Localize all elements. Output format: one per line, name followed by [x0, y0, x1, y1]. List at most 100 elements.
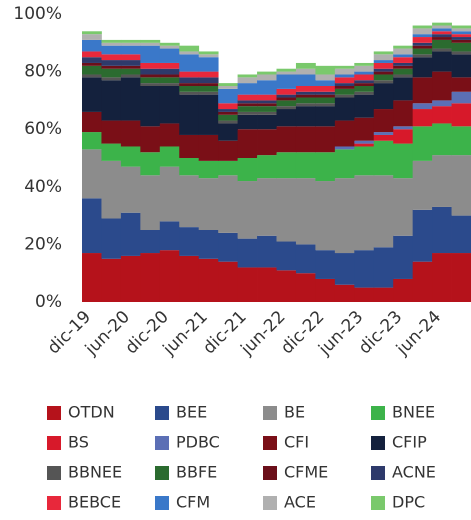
area-segment — [179, 158, 200, 176]
area-segment — [237, 267, 258, 302]
area-segment — [451, 77, 471, 92]
area-segment — [257, 178, 277, 236]
area-segment — [218, 120, 238, 124]
area-segment — [432, 100, 452, 107]
area-segment — [101, 160, 122, 219]
area-segment — [354, 74, 375, 81]
area-segment — [82, 77, 102, 112]
area-segment — [257, 74, 277, 81]
area-segment — [451, 103, 471, 127]
area-segment — [198, 77, 219, 84]
y-tick-label: 40% — [24, 177, 62, 197]
area-segment — [373, 71, 394, 75]
area-segment — [140, 68, 161, 75]
area-segment — [237, 94, 258, 101]
area-segment — [276, 100, 297, 107]
area-segment — [140, 83, 161, 86]
area-segment — [237, 129, 258, 158]
area-segment — [334, 83, 355, 86]
legend-label: BNEE — [392, 403, 435, 422]
area-segment — [101, 45, 122, 55]
area-segment — [412, 103, 433, 110]
legend-label: ACNE — [392, 463, 436, 482]
area-segment — [412, 57, 433, 78]
area-segment — [373, 68, 394, 72]
legend-label: BEE — [176, 403, 207, 422]
area-segment — [334, 86, 355, 89]
area-segment — [257, 114, 277, 130]
legend-label: BBFE — [176, 463, 217, 482]
legend-swatch — [47, 436, 61, 450]
area-segment — [120, 60, 141, 66]
area-segment — [393, 278, 414, 302]
area-segment — [140, 77, 161, 84]
area-segment — [198, 258, 219, 302]
area-segment — [276, 68, 297, 72]
area-segment — [237, 83, 258, 95]
area-segment — [198, 51, 219, 55]
area-segment — [451, 34, 471, 38]
area-segment — [334, 94, 355, 98]
area-segment — [432, 253, 452, 302]
area-segment — [412, 37, 433, 43]
area-segment — [82, 62, 102, 66]
area-segment — [198, 178, 219, 230]
area-segment — [198, 57, 219, 72]
area-segment — [237, 106, 258, 112]
area-segment — [218, 123, 238, 141]
area-segment — [451, 253, 471, 302]
area-segment — [432, 37, 452, 40]
area-segment — [354, 83, 375, 86]
area-segment — [159, 86, 180, 124]
area-segment — [179, 51, 200, 55]
area-segment — [159, 74, 180, 78]
area-segment — [159, 123, 180, 147]
area-segment — [315, 80, 336, 86]
area-segment — [393, 178, 414, 236]
area-segment — [101, 218, 122, 259]
area-segment — [159, 48, 180, 63]
area-segment — [101, 42, 122, 46]
area-segment — [354, 65, 375, 72]
area-segment — [140, 42, 161, 46]
area-segment — [451, 25, 471, 29]
area-segment — [159, 250, 180, 302]
area-segment — [218, 261, 238, 302]
area-segment — [179, 134, 200, 158]
area-segment — [412, 261, 433, 302]
area-segment — [334, 88, 355, 95]
area-segment — [315, 97, 336, 104]
area-segment — [276, 106, 297, 110]
area-segment — [198, 71, 219, 78]
area-segment — [451, 37, 471, 40]
area-segment — [120, 146, 141, 167]
y-tick-label: 60% — [24, 119, 62, 139]
y-tick-label: 100% — [13, 4, 62, 24]
y-tick-label: 20% — [24, 234, 62, 254]
area-segment — [295, 86, 316, 92]
area-segment — [334, 74, 355, 78]
area-segment — [159, 45, 180, 49]
area-segment — [393, 57, 414, 63]
area-segment — [354, 91, 375, 95]
area-segment — [101, 39, 122, 43]
legend-label: CFME — [284, 463, 328, 482]
area-segment — [393, 129, 414, 144]
area-segment — [218, 86, 238, 89]
area-segment — [315, 152, 336, 182]
area-segment — [101, 60, 122, 66]
area-segment — [179, 54, 200, 72]
area-segment — [120, 42, 141, 46]
area-segment — [412, 28, 433, 35]
area-segment — [257, 80, 277, 95]
legend-swatch — [47, 466, 61, 480]
area-segment — [237, 103, 258, 107]
area-segment — [393, 62, 414, 66]
area-segment — [82, 34, 102, 40]
area-segment — [393, 45, 414, 49]
area-segment — [334, 178, 355, 254]
area-segment — [82, 253, 102, 302]
area-segment — [140, 152, 161, 176]
area-segment — [82, 57, 102, 63]
